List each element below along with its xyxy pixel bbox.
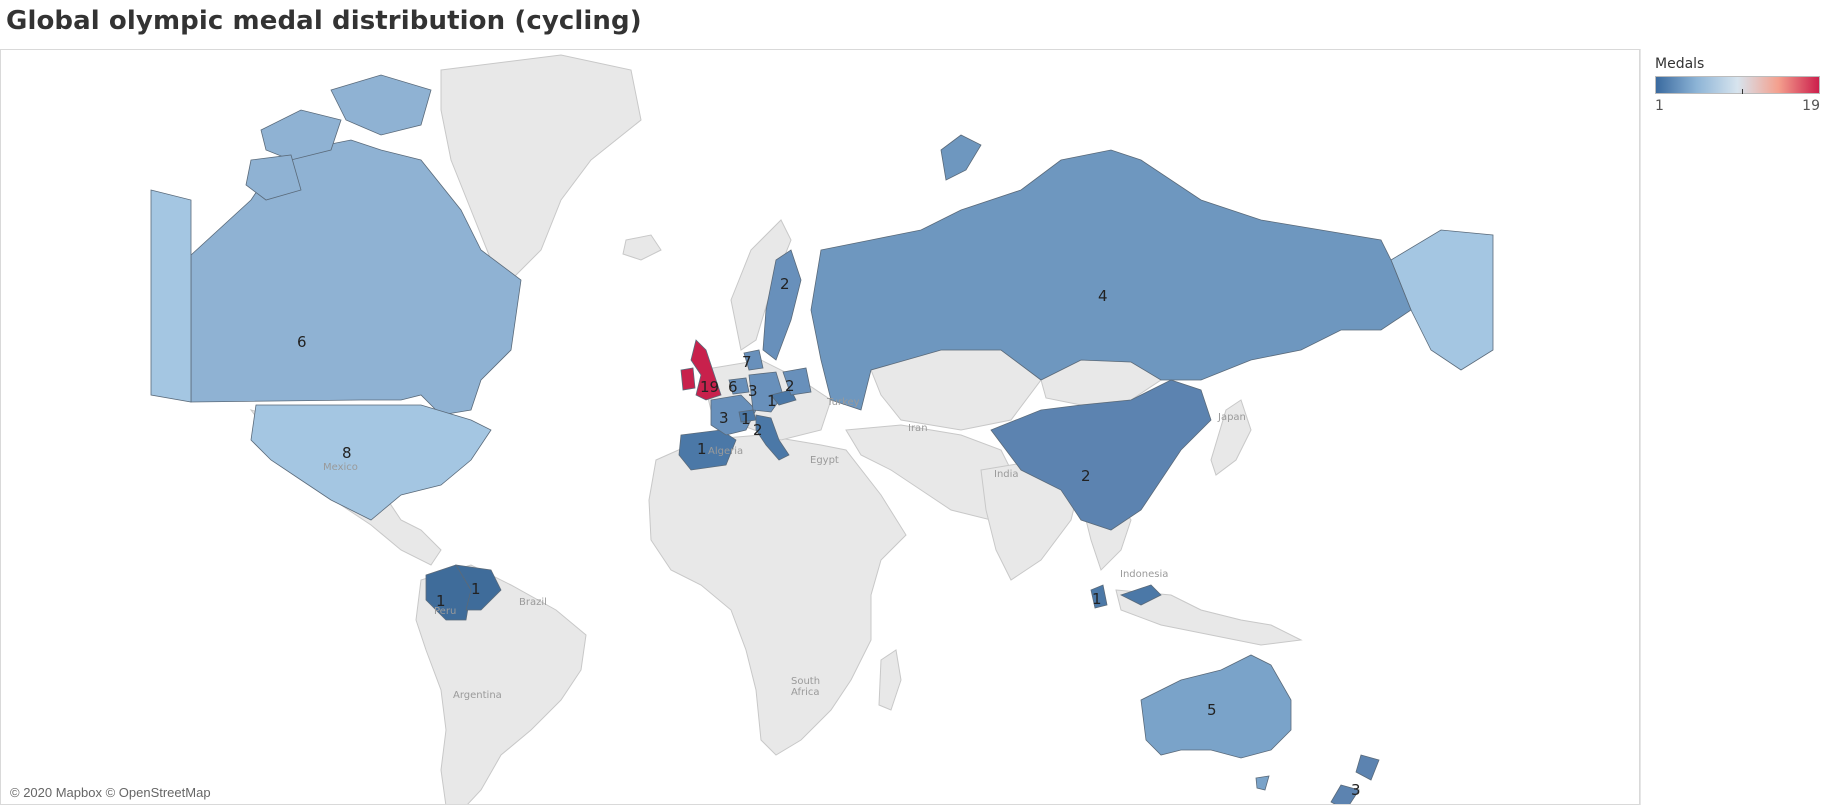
map-label-south: South (791, 676, 820, 687)
legend-min-label: 1 (1655, 98, 1664, 114)
medal-countries[interactable] (150, 74, 1494, 805)
map-label-indonesia: Indonesia (1120, 569, 1168, 580)
map-label-japan: Japan (1217, 412, 1246, 423)
base-map-labels: Turkey Iran Algeria Egypt India Japan Me… (323, 397, 1246, 701)
map-label-argentina: Argentina (453, 690, 502, 701)
medal-label-russia: 4 (1098, 287, 1108, 305)
map-label-egypt: Egypt (810, 455, 839, 466)
medal-label-germany: 3 (748, 382, 758, 400)
legend-title: Medals (1655, 56, 1705, 72)
medal-label-canada: 6 (297, 333, 307, 351)
map-label-mexico: Mexico (323, 462, 358, 473)
land-indonesia (1115, 589, 1303, 646)
medal-label-usa: 8 (342, 444, 352, 462)
legend-labels: 1 19 (1655, 98, 1820, 114)
legend-midpoint-tick (1742, 89, 1743, 94)
country-sweden[interactable] (762, 249, 802, 361)
country-ireland-area[interactable] (680, 367, 696, 391)
map-label-peru: Peru (434, 606, 456, 617)
country-new-zealand[interactable] (1355, 754, 1380, 781)
medal-label-china: 2 (1081, 467, 1091, 485)
medal-label-czech: 1 (767, 392, 777, 410)
world-map[interactable]: Turkey Iran Algeria Egypt India Japan Me… (1, 50, 1640, 805)
medal-label-sweden: 2 (780, 275, 790, 293)
legend-divider (1640, 49, 1641, 805)
legend-max-label: 19 (1802, 98, 1820, 114)
country-australia[interactable] (1140, 654, 1292, 759)
map-label-turkey: Turkey (826, 397, 860, 408)
map-attribution[interactable]: © 2020 Mapbox © OpenStreetMap (10, 785, 211, 800)
country-usa[interactable] (250, 404, 492, 521)
country-czech[interactable] (770, 389, 797, 406)
country-canada-islands-3[interactable] (245, 154, 302, 201)
country-canada-islands[interactable] (260, 109, 342, 161)
country-usa-alaska[interactable] (150, 189, 192, 403)
country-france[interactable] (710, 394, 757, 436)
medal-label-malaysia: 1 (1092, 590, 1102, 608)
medal-label-switzerland: 1 (741, 410, 751, 428)
medal-label-uk: 19 (700, 378, 719, 396)
map-view[interactable]: Turkey Iran Algeria Egypt India Japan Me… (0, 49, 1640, 805)
land-japan (1210, 399, 1252, 476)
land-africa (648, 434, 907, 756)
country-denmark[interactable] (743, 349, 764, 371)
map-label-africa: Africa (791, 687, 820, 698)
country-usa-alaska-east[interactable] (1390, 229, 1494, 371)
medal-label-france: 3 (719, 409, 729, 427)
country-venezuela[interactable] (455, 564, 502, 611)
country-uk[interactable] (690, 339, 722, 401)
country-russia-islands[interactable] (940, 134, 982, 181)
medal-label-new-zealand: 3 (1351, 781, 1361, 799)
medal-label-venezuela: 1 (471, 580, 481, 598)
map-label-iran: Iran (908, 423, 928, 434)
medal-label-netherlands: 6 (728, 378, 738, 396)
medal-label-spain: 1 (697, 440, 707, 458)
country-italy[interactable] (755, 414, 790, 461)
country-russia[interactable] (810, 149, 1412, 411)
map-label-india: India (994, 469, 1019, 480)
country-netherlands[interactable] (728, 377, 750, 395)
country-australia-tasmania[interactable] (1255, 775, 1270, 791)
country-malaysia-east[interactable] (1119, 584, 1162, 606)
land-iceland (622, 234, 662, 261)
page-title: Global olympic medal distribution (cycli… (6, 6, 642, 36)
medal-label-australia: 5 (1207, 701, 1217, 719)
land-madagascar (878, 649, 902, 711)
medal-label-denmark: 7 (742, 353, 752, 371)
country-china[interactable] (990, 379, 1212, 531)
legend-gradient-bar (1655, 76, 1820, 94)
country-malaysia[interactable] (1090, 584, 1108, 609)
country-canada-islands-2[interactable] (330, 74, 432, 136)
map-label-brazil: Brazil (519, 597, 547, 608)
medal-label-colombia: 1 (436, 592, 446, 610)
country-germany[interactable] (748, 371, 784, 413)
medal-label-poland: 2 (785, 377, 795, 395)
country-poland[interactable] (782, 367, 812, 396)
medal-label-italy: 2 (753, 421, 763, 439)
medal-labels: 19 8 6 6 5 4 3 3 3 2 2 2 2 1 1 1 1 1 1 7 (297, 275, 1361, 799)
map-label-algeria: Algeria (708, 446, 743, 457)
land-south-america (415, 564, 587, 804)
color-legend: Medals 1 19 (1655, 56, 1825, 114)
land-greenland (440, 54, 642, 281)
country-new-zealand-south[interactable] (1330, 784, 1360, 805)
